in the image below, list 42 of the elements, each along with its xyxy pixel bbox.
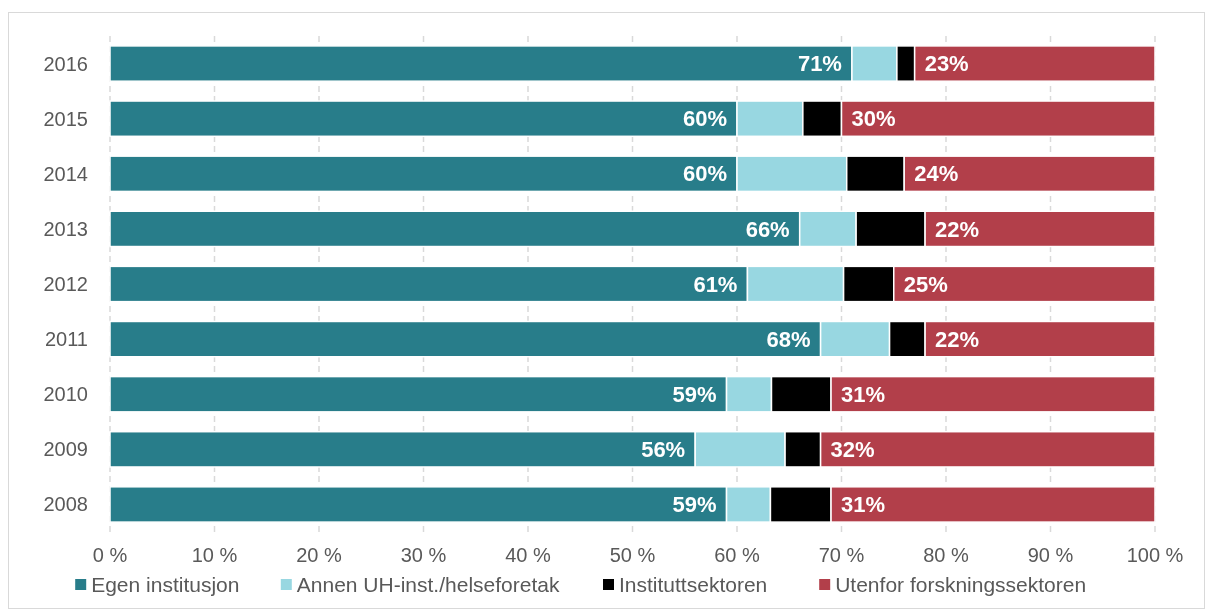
x-tick-label: 40 % <box>505 544 552 566</box>
data-label: 59% <box>672 381 717 407</box>
x-tick-label: 90 % <box>1027 544 1074 566</box>
x-tick-label: 100 % <box>1126 544 1184 566</box>
data-label: 30% <box>851 106 896 132</box>
data-label: 22% <box>935 216 980 242</box>
y-tick-label: 2016 <box>43 52 88 75</box>
data-label: 59% <box>672 492 717 518</box>
data-label: 56% <box>641 437 686 463</box>
data-label: 60% <box>682 161 727 187</box>
y-tick-label: 2008 <box>43 493 88 516</box>
data-label: 68% <box>766 326 811 352</box>
data-label: 32% <box>830 437 875 463</box>
y-tick-label: 2014 <box>43 162 88 185</box>
legend-label: Egen institusjon <box>91 573 240 596</box>
y-tick-label: 2015 <box>43 107 88 130</box>
x-tick-label: 20 % <box>296 544 343 566</box>
x-tick-label: 70 % <box>818 544 865 566</box>
x-tick-label: 10 % <box>191 544 238 566</box>
data-label: 24% <box>914 161 959 187</box>
data-label: 22% <box>935 326 980 352</box>
legend-label: Annen UH-inst./helseforetak <box>296 573 560 596</box>
x-tick-label: 50 % <box>609 544 656 566</box>
x-tick-label: 30 % <box>400 544 447 566</box>
legend-label: Instituttsektoren <box>619 573 768 596</box>
data-label: 66% <box>745 216 790 242</box>
x-tick-label: 80 % <box>923 544 970 566</box>
data-label: 31% <box>841 492 886 518</box>
y-tick-label: 2012 <box>43 273 88 295</box>
x-tick-label: 60 % <box>714 544 761 566</box>
data-label: 71% <box>797 51 842 77</box>
data-label: 60% <box>682 106 727 132</box>
y-tick-label: 2009 <box>43 438 88 461</box>
legend-label: Utenfor forskningssektoren <box>835 573 1087 596</box>
y-tick-label: 2013 <box>43 217 88 240</box>
data-label: 31% <box>841 381 886 407</box>
data-label: 23% <box>924 51 969 77</box>
y-tick-label: 2011 <box>44 328 88 351</box>
x-tick-label: 0 % <box>92 544 128 566</box>
data-label: 25% <box>903 271 948 297</box>
data-label: 61% <box>693 271 738 297</box>
y-tick-label: 2010 <box>43 383 88 406</box>
